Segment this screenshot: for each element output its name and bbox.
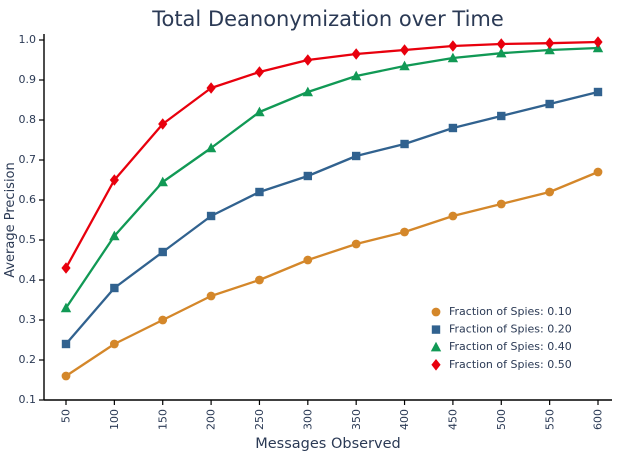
y-tick-group: 0.1 0.2 0.3 0.4 0.5 0.6 0.7 0.8 0.9 1.0: [19, 33, 44, 406]
circle-marker: [593, 167, 603, 177]
x-tick-label: 300: [301, 409, 314, 430]
x-tick-label: 450: [447, 409, 460, 430]
y-tick-label: 0.1: [19, 393, 37, 406]
y-tick-label: 0.5: [19, 233, 37, 246]
x-tick-label: 550: [543, 409, 556, 430]
series-2: [60, 42, 604, 313]
diamond-marker: [496, 38, 506, 50]
circle-marker: [158, 315, 168, 325]
triangle-marker: [254, 106, 265, 117]
triangle-marker: [430, 341, 442, 352]
square-marker: [448, 123, 458, 133]
x-tick-label: 400: [398, 409, 411, 430]
triangle-marker: [447, 52, 459, 63]
diamond-marker: [254, 66, 265, 78]
diamond-marker: [61, 262, 71, 274]
x-tick-label: 350: [350, 409, 363, 430]
series-0: [61, 167, 603, 381]
circle-marker: [255, 275, 264, 285]
diamond-marker: [399, 44, 410, 56]
x-tick-label: 600: [592, 409, 605, 430]
square-marker: [545, 99, 554, 109]
square-marker: [593, 87, 603, 97]
triangle-marker: [399, 60, 410, 71]
triangle-marker: [544, 44, 555, 55]
circle-marker: [496, 199, 506, 209]
diamond-marker: [158, 118, 168, 130]
legend-label-3: Fraction of Spies: 0.50: [449, 358, 572, 371]
legend-label-2: Fraction of Spies: 0.40: [449, 340, 572, 353]
circle-marker: [448, 211, 458, 221]
legend-item-0: Fraction of Spies: 0.10: [431, 305, 572, 318]
square-marker: [303, 171, 313, 181]
y-tick-label: 0.6: [19, 193, 37, 206]
triangle-marker: [350, 70, 362, 81]
diamond-marker: [109, 174, 119, 186]
series-3: [61, 36, 603, 274]
series-1: [61, 87, 603, 349]
square-marker: [110, 283, 119, 293]
circle-marker: [351, 239, 361, 249]
legend-item-3: Fraction of Spies: 0.50: [431, 358, 572, 371]
y-tick-label: 0.8: [19, 113, 37, 126]
x-tick-label: 50: [60, 409, 73, 423]
circle-marker: [400, 227, 409, 237]
y-axis-label: Average Precision: [3, 162, 18, 278]
legend: Fraction of Spies: 0.10 Fraction of Spies…: [430, 305, 572, 371]
legend-label-1: Fraction of Spies: 0.20: [449, 323, 572, 336]
x-tick-label: 250: [253, 409, 266, 430]
triangle-marker: [157, 176, 168, 187]
legend-label-0: Fraction of Spies: 0.10: [449, 305, 572, 318]
chart-title: Total Deanonymization over Time: [151, 7, 504, 31]
diamond-marker: [303, 54, 313, 66]
square-marker: [206, 211, 216, 221]
y-tick-label: 0.9: [19, 73, 37, 86]
circle-marker: [545, 187, 555, 197]
diamond-marker: [593, 36, 603, 48]
diamond-marker: [448, 40, 458, 52]
triangle-marker: [109, 230, 120, 241]
x-axis-label: Messages Observed: [255, 436, 400, 452]
diamond-marker: [351, 48, 361, 60]
y-tick-label: 0.7: [19, 153, 37, 166]
square-marker: [61, 339, 71, 349]
y-tick-label: 1.0: [19, 33, 37, 46]
triangle-marker: [496, 47, 507, 58]
y-tick-label: 0.4: [19, 273, 37, 286]
y-tick-label: 0.3: [19, 313, 37, 326]
circle-marker: [109, 339, 119, 349]
triangle-marker: [302, 86, 314, 97]
y-tick-label: 0.2: [19, 353, 37, 366]
square-marker: [431, 325, 441, 334]
circle-marker: [61, 371, 71, 381]
diamond-marker: [431, 359, 441, 371]
series-line-3: [64, 40, 599, 269]
x-tick-label: 100: [108, 409, 121, 430]
square-marker: [158, 247, 167, 257]
x-tick-label: 150: [156, 409, 169, 430]
square-marker: [351, 151, 361, 161]
square-marker: [497, 111, 506, 121]
x-tick-group: 50 100 150 200 250 300 350 400 450 500 550 600: [60, 400, 605, 430]
square-marker: [255, 187, 264, 197]
legend-item-1: Fraction of Spies: 0.20: [431, 323, 572, 336]
series-line-0: [65, 170, 599, 377]
x-tick-label: 200: [205, 409, 218, 430]
square-marker: [400, 139, 409, 149]
circle-marker: [431, 307, 441, 317]
series-line-2: [65, 46, 599, 309]
x-tick-label: 500: [495, 409, 508, 430]
triangle-marker: [205, 142, 217, 153]
legend-item-2: Fraction of Spies: 0.40: [430, 340, 572, 353]
diamond-marker: [545, 37, 555, 49]
circle-marker: [206, 291, 216, 301]
triangle-marker: [60, 302, 72, 313]
diamond-marker: [206, 82, 216, 94]
series-line-1: [65, 90, 599, 345]
circle-marker: [303, 255, 313, 265]
